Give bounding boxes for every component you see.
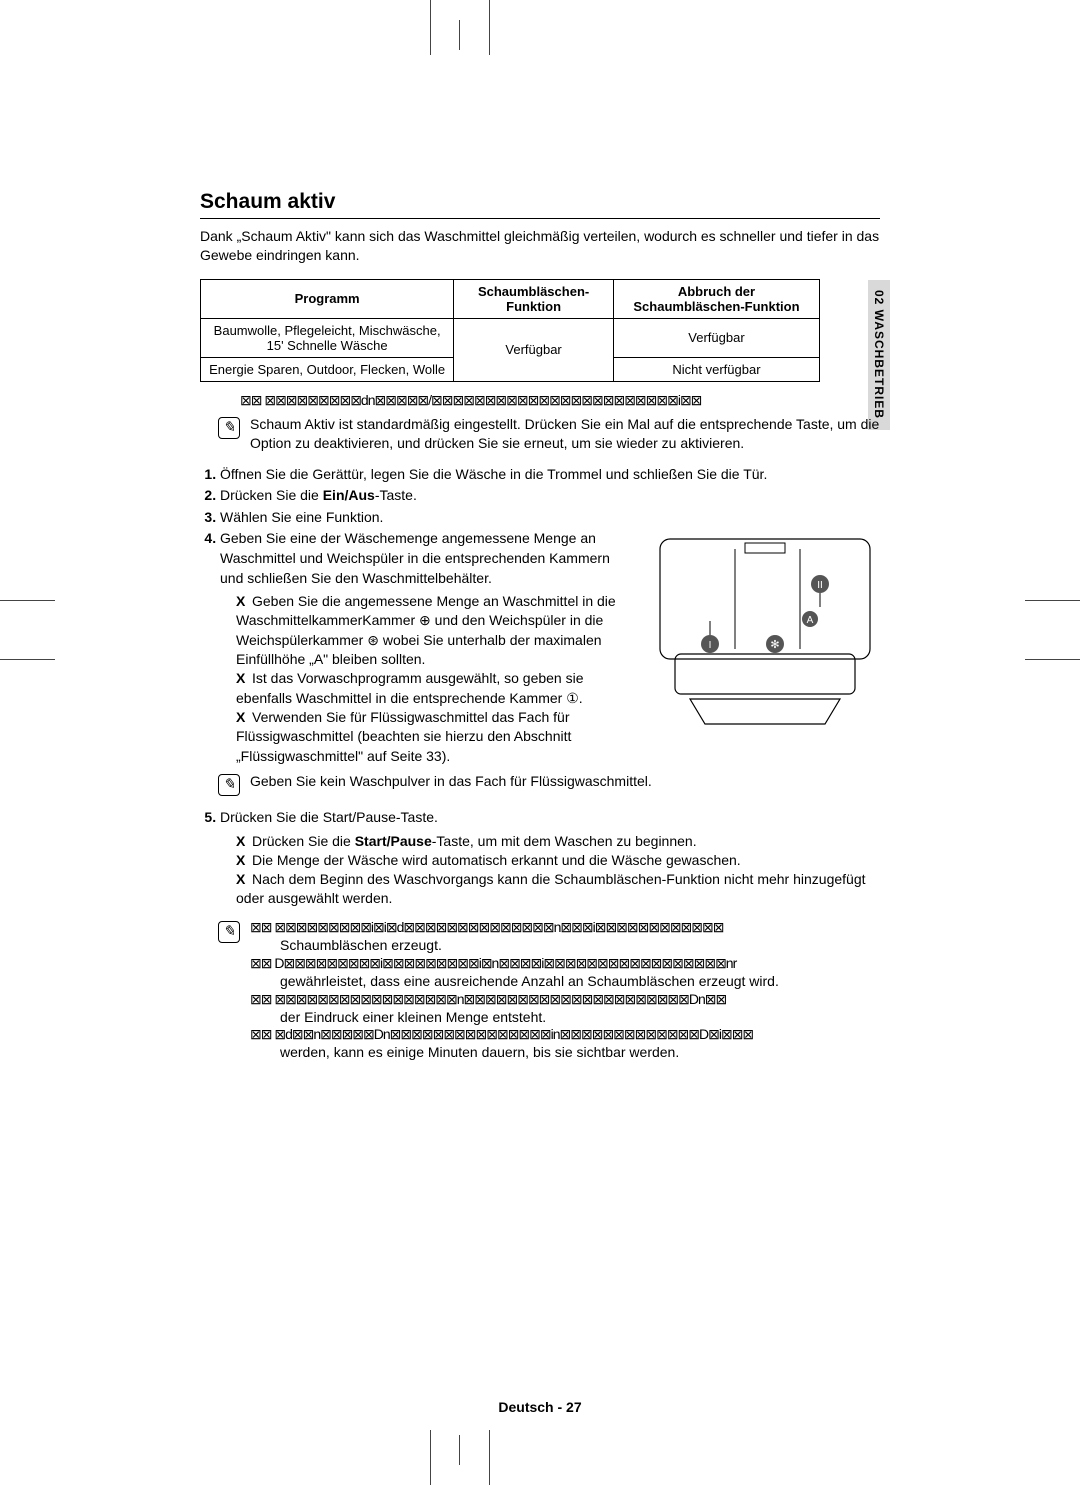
garbled-2-4: ⊠⊠ ⊠d⊠⊠n⊠⊠⊠⊠⊠Dn⊠⊠⊠⊠⊠⊠⊠⊠⊠⊠⊠⊠⊠⊠⊠in⊠⊠⊠⊠⊠⊠⊠⊠… [250,1026,880,1043]
th-programm: Programm [201,279,454,318]
svg-text:I: I [709,640,712,651]
note-2: ✎ Geben Sie kein Waschpulver in das Fach… [218,772,880,796]
page-footer: Deutsch - 27 [0,1399,1080,1415]
cell-r1c2: Verfügbar [454,318,614,381]
steps-list: Öffnen Sie die Gerättür, legen Sie die W… [220,465,880,766]
cell-r1c3: Verfügbar [613,318,819,357]
note-icon: ✎ [218,921,240,943]
note-icon: ✎ [218,417,240,439]
section-title: Schaum aktiv [200,190,880,219]
note-1-text: Schaum Aktiv ist standardmäßig eingestel… [250,415,880,453]
svg-text:A: A [807,615,814,626]
program-table: Programm Schaumbläschen-Funktion Abbruch… [200,279,820,382]
th-abbruch: Abbruch der Schaumbläschen-Funktion [613,279,819,318]
svg-text:✻: ✻ [770,639,779,651]
svg-text:II: II [817,580,823,591]
garbled-2-3s: der Eindruck einer kleinen Menge entsteh… [280,1008,880,1027]
garbled-2-1: ⊠⊠ ⊠⊠⊠⊠⊠⊠⊠⊠⊠i⊠i⊠d⊠⊠⊠⊠⊠⊠⊠⊠⊠⊠⊠⊠⊠⊠n⊠⊠⊠i⊠⊠⊠⊠… [250,919,880,936]
note-1: ✎ Schaum Aktiv ist standardmäßig eingest… [218,415,880,453]
step-5: Drücken Sie die Start/Pause-Taste. XDrüc… [220,808,880,909]
step-2: Drücken Sie die Ein/Aus-Taste. [220,486,880,506]
intro-paragraph: Dank „Schaum Aktiv" kann sich das Waschm… [200,227,880,265]
garbled-2-2s: gewährleistet, dass eine ausreichende An… [280,972,880,991]
note-3: ✎ ⊠⊠ ⊠⊠⊠⊠⊠⊠⊠⊠⊠i⊠i⊠d⊠⊠⊠⊠⊠⊠⊠⊠⊠⊠⊠⊠⊠⊠n⊠⊠⊠i⊠⊠… [218,919,880,1063]
cell-r1c1: Baumwolle, Pflegeleicht, Mischwäsche, 15… [201,318,454,357]
step-1: Öffnen Sie die Gerättür, legen Sie die W… [220,465,880,485]
garbled-2-2: ⊠⊠ D⊠⊠⊠⊠⊠⊠⊠⊠⊠i⊠⊠⊠⊠⊠⊠⊠⊠⊠i⊠n⊠⊠⊠⊠i⊠⊠⊠⊠⊠⊠⊠⊠⊠… [250,955,880,972]
cell-r2c3: Nicht verfügbar [613,357,819,381]
step-3: Wählen Sie eine Funktion. [220,508,880,528]
cell-r2c1: Energie Sparen, Outdoor, Flecken, Wolle [201,357,454,381]
note-icon: ✎ [218,774,240,796]
note-2-text: Geben Sie kein Waschpulver in das Fach f… [250,772,652,791]
dispenser-diagram: II A I ✻ [650,529,880,745]
garbled-2-1s: Schaumbläschen erzeugt. [280,936,880,955]
garbled-2-3: ⊠⊠ ⊠⊠⊠⊠⊠⊠⊠⊠⊠⊠⊠⊠⊠⊠⊠⊠⊠n⊠⊠⊠⊠⊠⊠⊠⊠⊠⊠⊠⊠⊠⊠⊠⊠⊠⊠⊠… [250,991,880,1008]
step-4: Geben Sie eine der Wäschemenge angemesse… [220,529,880,766]
garbled-2-4s: werden, kann es einige Minuten dauern, b… [280,1043,880,1062]
steps-list-2: Drücken Sie die Start/Pause-Taste. XDrüc… [220,808,880,909]
garbled-line-1: ⊠⊠ ⊠⊠⊠⊠⊠⊠⊠⊠⊠dn⊠⊠⊠⊠⊠/⊠⊠⊠⊠⊠⊠⊠⊠⊠⊠⊠⊠⊠⊠⊠⊠⊠⊠⊠⊠… [240,392,880,409]
page-content: Schaum aktiv Dank „Schaum Aktiv" kann si… [200,190,880,1062]
th-funktion: Schaumbläschen-Funktion [454,279,614,318]
